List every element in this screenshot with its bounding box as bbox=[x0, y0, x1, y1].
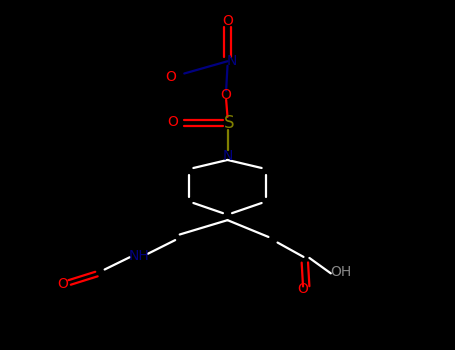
Text: OH: OH bbox=[331, 265, 352, 279]
Text: O: O bbox=[165, 70, 176, 84]
Text: O: O bbox=[167, 115, 178, 129]
Text: O: O bbox=[298, 282, 308, 296]
Text: S: S bbox=[223, 114, 234, 132]
Text: O: O bbox=[222, 14, 233, 28]
Text: O: O bbox=[221, 88, 232, 102]
Text: NH: NH bbox=[128, 248, 149, 262]
Text: O: O bbox=[57, 276, 68, 290]
Text: N: N bbox=[222, 149, 233, 163]
Text: N: N bbox=[227, 54, 237, 68]
